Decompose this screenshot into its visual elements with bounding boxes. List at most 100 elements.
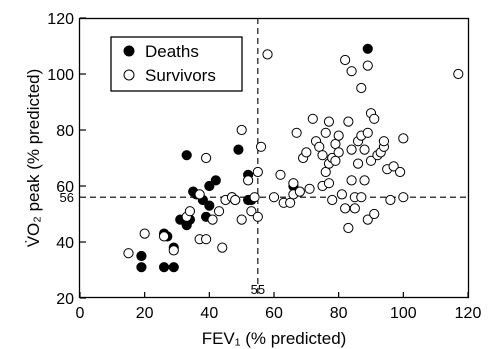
survivor-point [217,242,228,253]
x-tick-label: 120 [455,305,482,322]
survivor-point [388,161,399,172]
survivor-point [255,141,267,152]
legend: Deaths Survivors [110,36,243,92]
y-tick-label: 100 [47,67,74,84]
survivor-point [398,192,409,203]
x-tick-label: 20 [136,305,154,322]
y-tick-label: 60 [56,179,74,196]
survivor-point [356,82,367,94]
survivor-point [398,133,409,144]
survivor-point [343,116,354,127]
survivor-point [346,144,357,155]
survivor-point [304,183,315,194]
survivor-point [168,245,179,256]
y-axis-ticks: 20 40 60 80 100 120 [47,11,86,308]
x-tick-label: 0 [76,305,85,322]
survivor-point [139,228,150,239]
survivor-point [352,158,364,169]
death-point [210,175,221,186]
x-axis-ticks: 0 20 40 60 80 100 120 [76,292,482,322]
x-tick-label: 80 [330,305,348,322]
death-point [233,144,244,155]
survivor-point [346,175,357,186]
x-tick-label: 100 [390,305,417,322]
survivor-point [236,124,247,136]
survivor-point [301,147,312,158]
survivor-point [359,144,370,155]
survivor-point [369,113,380,124]
survivor-point [285,197,296,208]
survivor-point [330,138,341,150]
y-axis-title: V̇O₂ peak (% predicted) [24,69,43,248]
survivor-point [184,206,196,217]
legend-label-survivors: Survivors [145,66,216,85]
survivor-point [340,54,351,66]
survivor-point [268,192,280,203]
survivor-point [320,127,331,138]
survivor-point [365,155,377,166]
survivor-point [252,166,263,178]
x-tick-label: 40 [200,305,218,322]
survivor-point [362,214,373,225]
survivor-point [385,194,396,206]
survivor-point [275,169,286,180]
y-tick-label: 20 [56,291,74,308]
death-point [136,250,147,262]
survivor-point [246,206,257,217]
survivor-point [349,203,360,214]
survivor-point [336,189,347,200]
survivor-point [158,231,170,242]
survivor-point [294,186,305,197]
survivor-point [323,116,335,127]
survivor-point [340,203,351,214]
survivor-point [327,194,338,206]
legend-marker-survivors [123,69,135,81]
survivor-point [201,234,212,245]
death-point [136,262,147,273]
survivor-point [333,147,344,158]
survivor-point [230,194,241,206]
survivor-point [207,214,218,225]
death-point [204,180,215,192]
reference-label-y: 56 [60,190,74,205]
y-tick-label: 40 [56,235,74,252]
survivor-point [320,166,331,178]
data-points [123,43,464,273]
death-point [181,150,192,161]
survivor-point [123,248,134,259]
survivor-point [252,211,263,222]
survivor-point [356,192,367,203]
survivor-point [453,68,464,80]
survivor-point [369,208,380,220]
survivor-point [314,141,325,152]
legend-box [110,36,243,92]
x-axis-title: FEV₁ (% predicted) [202,329,347,348]
survivor-point [288,178,299,189]
survivor-point [291,127,302,138]
survivor-point [378,136,390,147]
survivor-point [362,60,373,71]
survivor-point [317,150,328,161]
survivor-point [194,189,205,200]
survivor-point [307,113,318,124]
legend-label-deaths: Deaths [145,42,199,61]
survivor-point [213,206,225,217]
y-tick-label: 120 [47,11,74,28]
survivor-point [249,192,260,203]
survivor-point [236,214,247,225]
legend-marker-deaths [123,45,135,57]
survivor-point [395,166,406,178]
death-point [168,262,179,273]
survivor-point [323,178,335,189]
survivor-point [362,127,373,138]
survivor-point [330,155,341,166]
death-point [204,200,215,211]
survivor-point [359,175,370,186]
survivor-point [243,175,254,186]
survivor-point [346,66,357,77]
survivor-point [201,152,212,164]
x-tick-label: 60 [265,305,283,322]
survivor-point [343,222,354,234]
reference-label-x: 55 [251,282,265,297]
